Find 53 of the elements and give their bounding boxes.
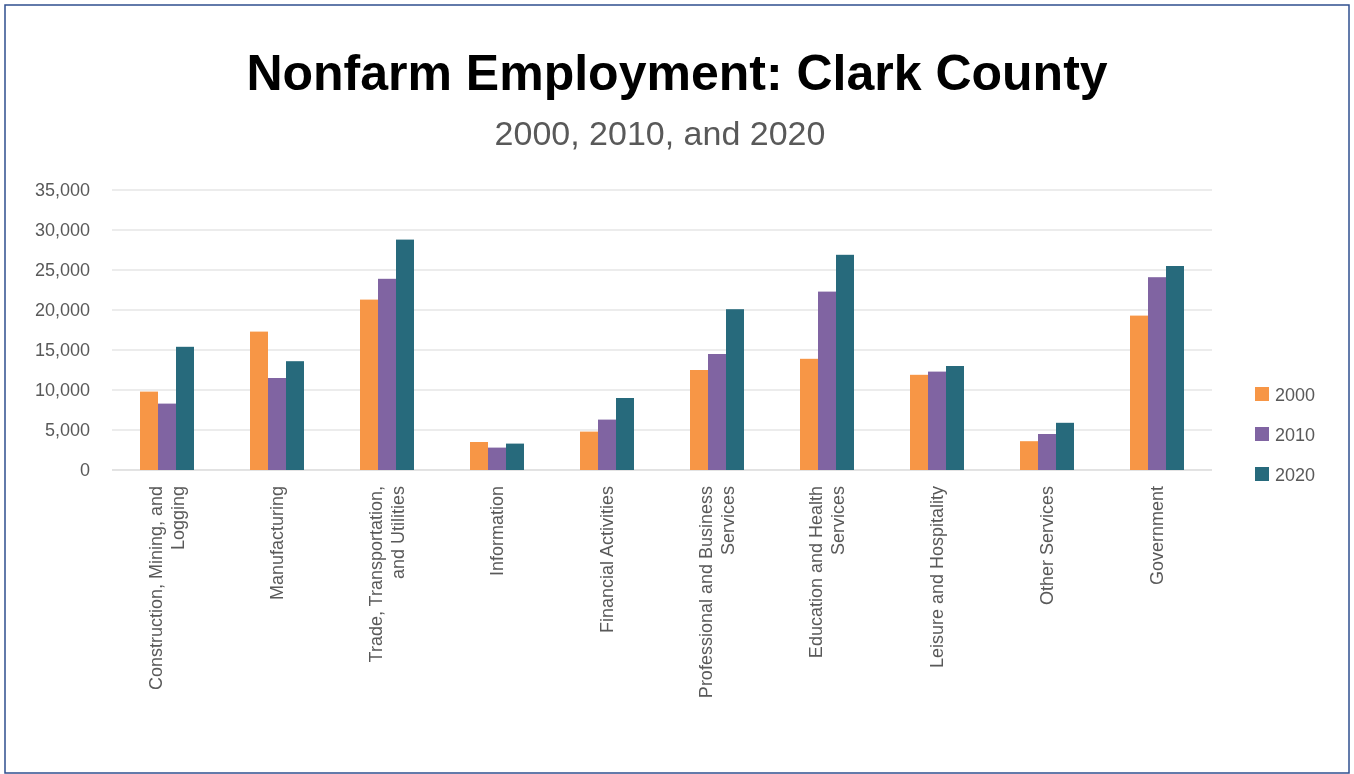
x-tick-label: Leisure and Hospitality [927,486,948,669]
bar [1166,266,1184,470]
bar [726,309,744,470]
bar [158,403,176,470]
bar [286,361,304,470]
y-tick-label: 30,000 [34,220,90,241]
legend-label: 2020 [1275,465,1316,486]
bar [946,366,964,470]
x-tick-label: Information [487,486,508,577]
x-tick-label: Education and Health Services [806,486,849,659]
bar [1038,434,1056,470]
y-tick-label: 0 [79,460,90,481]
y-tick-label: 10,000 [34,380,90,401]
legend-label: 2000 [1275,385,1316,406]
bar [176,346,194,470]
x-tick-label: Government [1147,486,1168,586]
x-tick-label: Construction, Mining, and Logging [146,486,189,691]
x-tick-label: Financial Activities [597,486,618,634]
bar [910,374,928,470]
bar [818,291,836,470]
bar [928,371,946,470]
bar [506,443,524,470]
bar [470,442,488,470]
y-tick-label: 20,000 [34,300,90,321]
bar [580,431,598,470]
bar [708,354,726,470]
legend-label: 2010 [1275,425,1316,446]
bar [268,378,286,470]
bar [598,419,616,470]
chart-title: Nonfarm Employment: Clark County [246,45,1108,101]
y-tick-label: 15,000 [34,340,90,361]
x-tick-label: Other Services [1037,486,1058,606]
bar [1148,277,1166,470]
y-tick-label: 5,000 [44,420,90,441]
bar [836,254,854,470]
bar [690,370,708,470]
bar [378,278,396,470]
chart-subtitle: 2000, 2010, and 2020 [494,114,826,152]
bar [250,331,268,470]
bar [396,239,414,470]
bar [488,447,506,470]
bar [800,358,818,470]
bar [616,398,634,470]
x-tick-label: Trade, Transportation, and Utilities [366,486,409,663]
bar [1056,422,1074,470]
x-tick-label: Professional and Business Services [696,486,739,699]
y-tick-label: 35,000 [34,180,90,201]
bar [360,299,378,470]
y-tick-label: 25,000 [34,260,90,281]
x-tick-label: Manufacturing [267,486,288,601]
bar [1130,315,1148,470]
bar [1020,441,1038,470]
bar [140,391,158,470]
